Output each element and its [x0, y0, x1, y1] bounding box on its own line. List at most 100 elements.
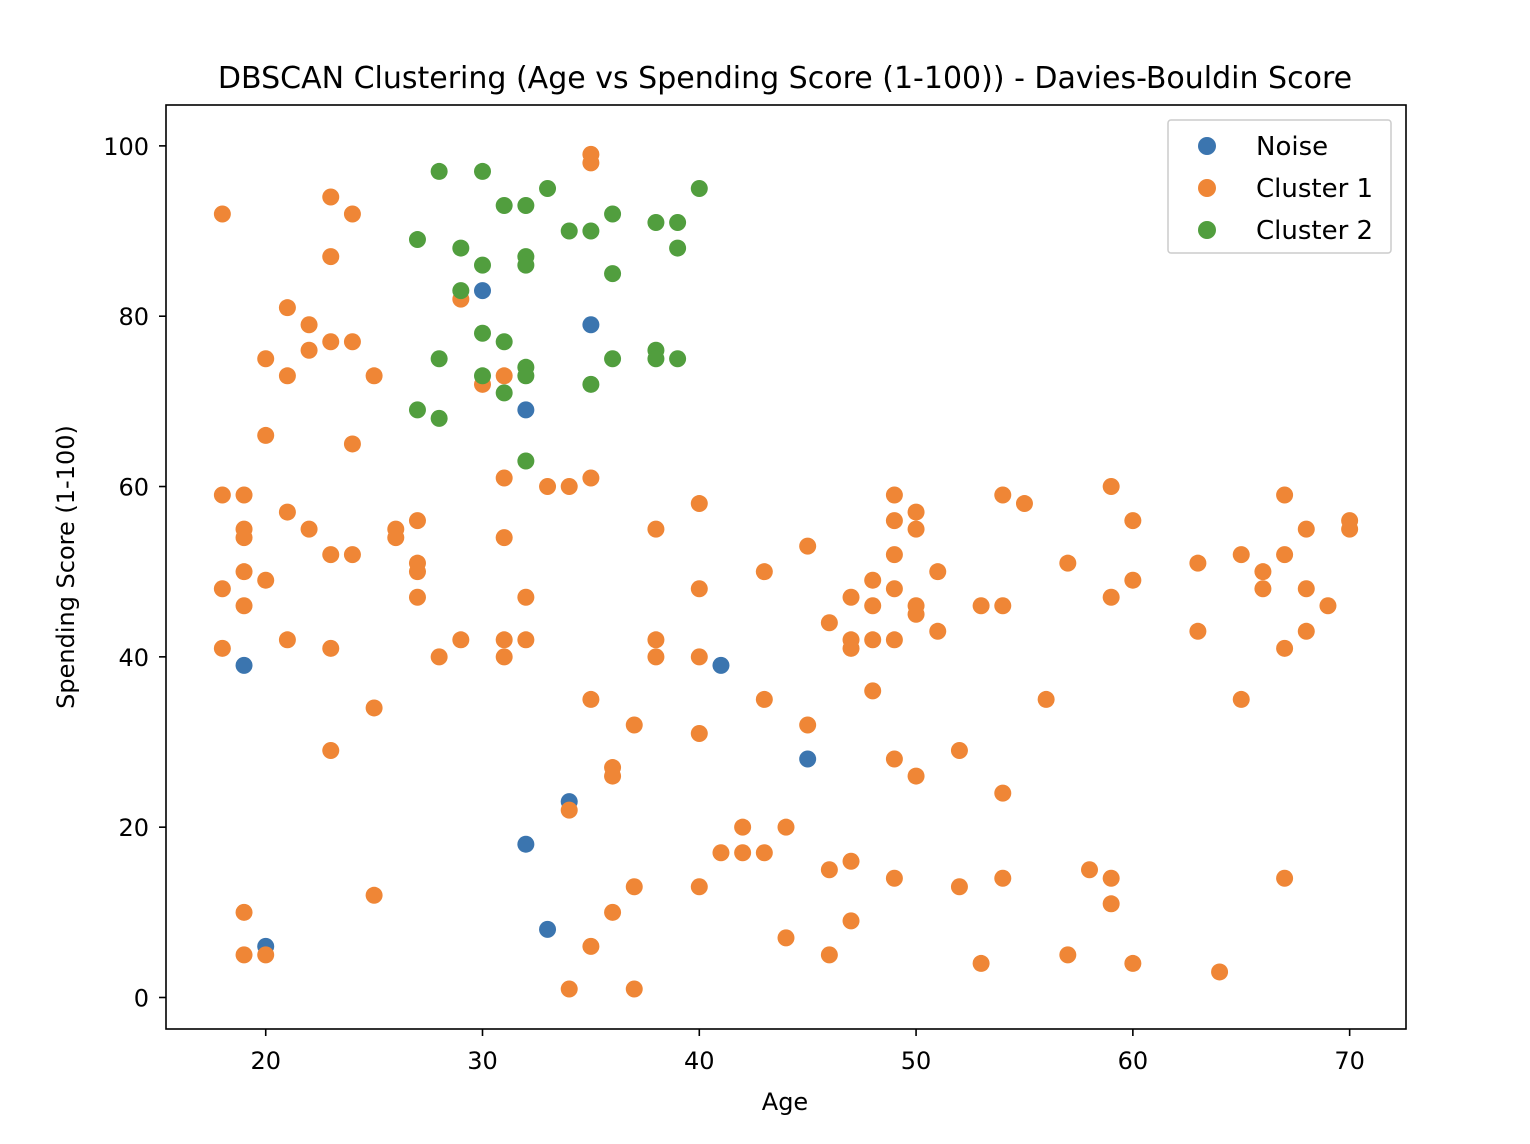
point-cluster-1 — [1189, 622, 1207, 640]
point-cluster-1 — [625, 716, 643, 734]
point-cluster-1 — [885, 631, 903, 649]
point-cluster-2 — [408, 231, 426, 249]
point-cluster-1 — [495, 469, 513, 487]
point-cluster-1 — [842, 912, 860, 930]
x-tick-label: 50 — [901, 1047, 932, 1075]
x-tick-label: 20 — [250, 1047, 281, 1075]
legend-label-cluster-1: Cluster 1 — [1256, 174, 1373, 204]
point-cluster-1 — [799, 537, 817, 555]
point-cluster-1 — [1276, 546, 1294, 564]
point-cluster-1 — [1254, 563, 1272, 581]
point-cluster-2 — [669, 239, 687, 257]
point-cluster-2 — [452, 239, 470, 257]
point-cluster-1 — [690, 878, 708, 896]
y-tick-label: 0 — [134, 984, 149, 1012]
y-tick-label: 40 — [118, 644, 149, 672]
point-cluster-1 — [820, 946, 838, 964]
point-cluster-1 — [734, 818, 752, 836]
point-cluster-1 — [842, 588, 860, 606]
point-cluster-1 — [408, 512, 426, 530]
y-tick-label: 60 — [118, 474, 149, 502]
x-tick-label: 40 — [684, 1047, 715, 1075]
point-cluster-2 — [690, 179, 708, 197]
point-cluster-1 — [213, 486, 231, 504]
point-cluster-1 — [539, 478, 557, 496]
point-cluster-1 — [235, 903, 253, 921]
point-cluster-1 — [452, 631, 470, 649]
point-cluster-1 — [885, 750, 903, 768]
point-cluster-2 — [474, 324, 491, 342]
point-cluster-1 — [300, 520, 318, 538]
point-cluster-1 — [322, 639, 340, 657]
point-cluster-1 — [235, 529, 253, 547]
point-cluster-1 — [365, 367, 383, 385]
point-cluster-1 — [994, 784, 1012, 802]
point-cluster-1 — [1102, 895, 1120, 913]
point-cluster-1 — [1341, 520, 1359, 538]
point-cluster-1 — [755, 563, 773, 581]
x-tick-label: 30 — [467, 1047, 498, 1075]
point-cluster-1 — [408, 588, 426, 606]
legend-box — [1167, 119, 1392, 254]
point-cluster-1 — [907, 767, 925, 785]
point-cluster-2 — [582, 375, 600, 393]
point-cluster-1 — [582, 690, 600, 708]
x-tick-label: 60 — [1118, 1047, 1149, 1075]
point-cluster-1 — [907, 605, 925, 623]
point-cluster-2 — [669, 350, 687, 368]
legend-items: Noise Cluster 1 Cluster 2 — [1198, 132, 1373, 246]
point-cluster-1 — [365, 699, 383, 717]
point-cluster-1 — [625, 980, 643, 998]
point-cluster-1 — [820, 861, 838, 879]
y-tick-label: 20 — [118, 814, 149, 842]
point-cluster-1 — [1102, 588, 1120, 606]
point-cluster-1 — [1232, 546, 1250, 564]
point-cluster-2 — [495, 384, 513, 402]
point-cluster-1 — [495, 631, 513, 649]
point-cluster-1 — [322, 742, 340, 760]
point-noise — [517, 401, 535, 419]
point-cluster-1 — [365, 886, 383, 904]
point-cluster-1 — [777, 818, 795, 836]
point-cluster-2 — [408, 401, 426, 419]
point-cluster-1 — [994, 597, 1012, 615]
point-cluster-1 — [604, 903, 622, 921]
point-cluster-1 — [755, 844, 773, 862]
point-cluster-1 — [972, 597, 990, 615]
point-cluster-1 — [1211, 963, 1229, 981]
point-cluster-2 — [647, 350, 665, 368]
point-cluster-1 — [1124, 954, 1142, 972]
point-cluster-1 — [235, 563, 253, 581]
point-cluster-1 — [885, 486, 903, 504]
points-layer — [213, 145, 1359, 998]
point-cluster-1 — [257, 426, 275, 444]
point-cluster-1 — [950, 742, 968, 760]
point-cluster-2 — [539, 179, 557, 197]
point-cluster-1 — [647, 520, 665, 538]
point-cluster-2 — [604, 265, 622, 283]
point-cluster-2 — [452, 282, 470, 300]
point-cluster-1 — [235, 486, 253, 504]
point-cluster-1 — [864, 597, 882, 615]
point-cluster-2 — [474, 367, 491, 385]
point-cluster-1 — [1276, 869, 1294, 887]
point-cluster-2 — [430, 409, 448, 427]
point-cluster-1 — [690, 648, 708, 666]
y-axis-ticks: 0 20 40 60 80 100 — [103, 133, 166, 1012]
point-noise — [712, 656, 730, 674]
point-cluster-2 — [495, 333, 513, 351]
point-cluster-1 — [712, 844, 730, 862]
point-noise — [539, 920, 557, 938]
point-cluster-1 — [777, 929, 795, 947]
point-cluster-1 — [842, 852, 860, 870]
point-cluster-1 — [495, 367, 513, 385]
point-cluster-2 — [604, 205, 622, 223]
point-cluster-2 — [495, 196, 513, 214]
point-cluster-1 — [322, 188, 340, 206]
point-noise — [474, 282, 491, 300]
point-cluster-1 — [560, 980, 578, 998]
point-cluster-2 — [517, 367, 535, 385]
point-cluster-1 — [517, 588, 535, 606]
legend-marker-noise — [1198, 137, 1216, 155]
point-cluster-1 — [213, 639, 231, 657]
